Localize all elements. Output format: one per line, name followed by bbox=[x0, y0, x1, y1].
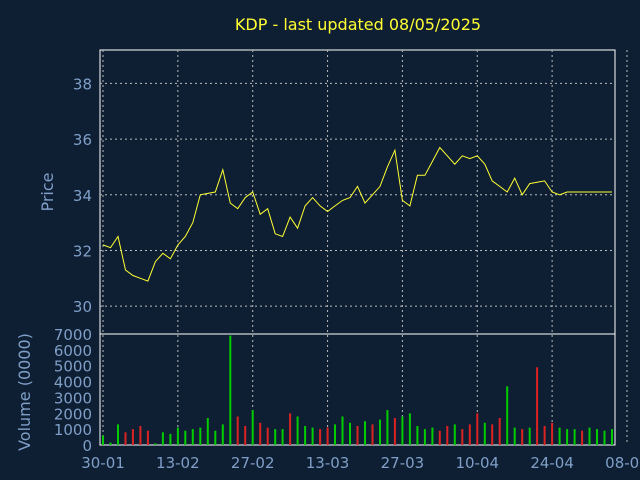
x-tick-label: 08-05 bbox=[605, 454, 640, 472]
volume-bar bbox=[236, 416, 239, 445]
volume-bar bbox=[251, 410, 254, 445]
volume-bar bbox=[281, 429, 284, 445]
x-tick-label: 27-03 bbox=[381, 454, 425, 472]
volume-tick-label: 1000 bbox=[54, 421, 92, 439]
volume-bar bbox=[371, 424, 374, 445]
volume-tick-label: 6000 bbox=[54, 342, 92, 360]
volume-bar bbox=[611, 429, 613, 445]
volume-bar bbox=[536, 367, 539, 445]
volume-bar bbox=[169, 433, 172, 445]
volume-bar bbox=[543, 426, 546, 445]
volume-bar bbox=[139, 426, 142, 445]
volume-tick-label: 3000 bbox=[54, 389, 92, 407]
volume-tick-label: 7000 bbox=[54, 326, 92, 344]
volume-bar bbox=[341, 416, 344, 445]
volume-bar bbox=[356, 426, 359, 445]
volume-bar bbox=[289, 413, 292, 445]
x-tick-label: 10-04 bbox=[455, 454, 499, 472]
volume-bar bbox=[506, 386, 509, 445]
volume-bar bbox=[334, 424, 336, 445]
volume-bar bbox=[124, 432, 127, 445]
volume-bar bbox=[199, 427, 202, 445]
volume-bar bbox=[498, 418, 501, 445]
volume-bar bbox=[364, 421, 366, 445]
price-tick-label: 32 bbox=[73, 242, 92, 260]
volume-bar bbox=[513, 427, 516, 445]
volume-bar bbox=[311, 427, 314, 445]
volume-bar bbox=[603, 430, 606, 445]
volume-bar bbox=[154, 443, 157, 445]
volume-bar bbox=[184, 430, 187, 445]
volume-tick-label: 0 bbox=[82, 437, 92, 455]
volume-bar bbox=[446, 426, 449, 445]
volume-bar bbox=[161, 432, 164, 445]
volume-bar bbox=[588, 427, 591, 445]
volume-tick-label: 5000 bbox=[54, 358, 92, 376]
volume-bar bbox=[491, 424, 494, 445]
volume-bar bbox=[146, 430, 149, 445]
volume-bar bbox=[423, 429, 426, 445]
volume-bar bbox=[229, 335, 232, 445]
price-line bbox=[102, 146, 612, 282]
volume-bar bbox=[326, 427, 329, 445]
volume-bar bbox=[296, 416, 299, 445]
x-tick-label: 13-03 bbox=[306, 454, 350, 472]
price-tick-label: 34 bbox=[73, 187, 92, 205]
volume-bar bbox=[102, 435, 104, 445]
volume-bar bbox=[214, 430, 217, 445]
volume-bar bbox=[259, 422, 262, 445]
volume-bar bbox=[349, 422, 351, 445]
x-tick-label: 30-01 bbox=[81, 454, 125, 472]
volume-bar bbox=[596, 429, 598, 445]
volume-bar bbox=[408, 413, 411, 445]
volume-bar bbox=[386, 410, 389, 445]
volume-bar bbox=[304, 426, 307, 445]
volume-bar bbox=[416, 426, 419, 445]
volume-bar bbox=[461, 429, 464, 445]
volume-bar bbox=[521, 429, 524, 445]
chart-title: KDP - last updated 08/05/2025 bbox=[235, 15, 481, 34]
volume-bar bbox=[483, 422, 486, 445]
volume-bar bbox=[274, 429, 277, 445]
volume-bar bbox=[566, 429, 569, 445]
volume-bar bbox=[221, 424, 224, 445]
price-panel-frame bbox=[99, 49, 616, 335]
volume-bar bbox=[379, 419, 381, 445]
volume-bar bbox=[551, 422, 554, 445]
x-tick-label: 24-04 bbox=[530, 454, 574, 472]
volume-bar bbox=[206, 418, 209, 445]
price-axis-label: Price bbox=[38, 172, 57, 211]
volume-bar bbox=[393, 418, 396, 445]
volume-tick-label: 2000 bbox=[54, 405, 92, 423]
x-tick-label: 13-02 bbox=[156, 454, 200, 472]
price-tick-label: 30 bbox=[73, 298, 92, 316]
volume-bar bbox=[581, 430, 584, 445]
volume-bar bbox=[109, 442, 112, 445]
volume-bar bbox=[117, 424, 119, 445]
volume-bar bbox=[528, 427, 531, 445]
volume-bar bbox=[176, 427, 179, 445]
volume-axis-label: Volume (0000) bbox=[15, 333, 34, 451]
volume-bar bbox=[266, 427, 269, 445]
volume-bar bbox=[191, 429, 194, 445]
volume-bar bbox=[558, 427, 561, 445]
volume-bar bbox=[131, 429, 134, 445]
volume-bar bbox=[476, 413, 479, 445]
volume-bar bbox=[468, 424, 471, 445]
volume-bar bbox=[438, 430, 441, 445]
volume-bar bbox=[573, 429, 576, 445]
price-tick-label: 36 bbox=[73, 131, 92, 149]
volume-bar bbox=[453, 424, 456, 445]
volume-bar bbox=[319, 429, 322, 445]
volume-bar bbox=[401, 416, 404, 445]
volume-bar bbox=[431, 427, 434, 445]
volume-bar bbox=[244, 426, 247, 445]
price-tick-label: 38 bbox=[73, 75, 92, 93]
x-tick-label: 27-02 bbox=[231, 454, 275, 472]
volume-tick-label: 4000 bbox=[54, 374, 92, 392]
